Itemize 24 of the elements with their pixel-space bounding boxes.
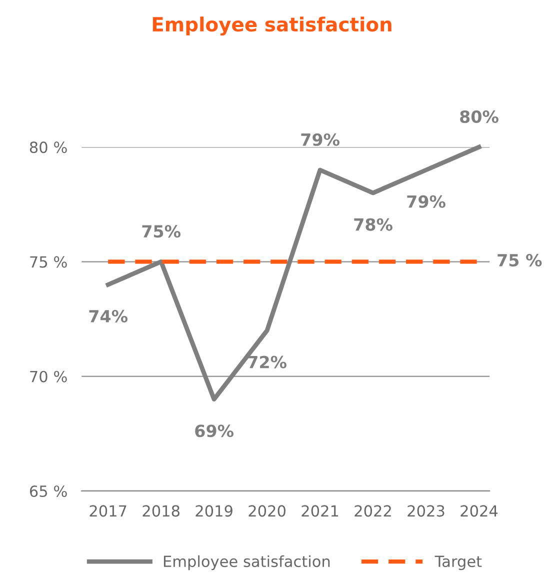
x-tick-label: 2024 — [460, 505, 498, 517]
x-tick-label: 2018 — [142, 505, 180, 517]
x-tick-label: 2021 — [302, 505, 338, 517]
legend-label: Target — [434, 556, 482, 570]
data-label: 78% — [354, 218, 392, 231]
y-tick-label: 75 % — [30, 256, 67, 268]
data-label: 75% — [142, 225, 180, 238]
data-label: 79% — [407, 195, 446, 208]
x-tick-label: 2022 — [354, 505, 391, 517]
legend-label: Employee satisfaction — [164, 555, 330, 570]
data-label: 79% — [301, 133, 340, 146]
data-label: 69% — [195, 424, 234, 438]
y-tick-label: 80 % — [30, 142, 67, 154]
data-label: 80% — [460, 110, 498, 124]
y-tick-label: 70 % — [30, 370, 67, 382]
data-label: 72% — [248, 356, 286, 368]
data-label: 74% — [89, 310, 128, 323]
data-label: 75 % — [498, 254, 542, 267]
x-tick-label: 2017 — [90, 505, 126, 517]
y-tick-label: 65 % — [30, 485, 67, 498]
chart-title: Employee satisfaction — [152, 16, 392, 36]
x-tick-label: 2020 — [248, 505, 286, 517]
x-tick-label: 2023 — [408, 505, 444, 517]
x-tick-label: 2019 — [196, 505, 232, 517]
